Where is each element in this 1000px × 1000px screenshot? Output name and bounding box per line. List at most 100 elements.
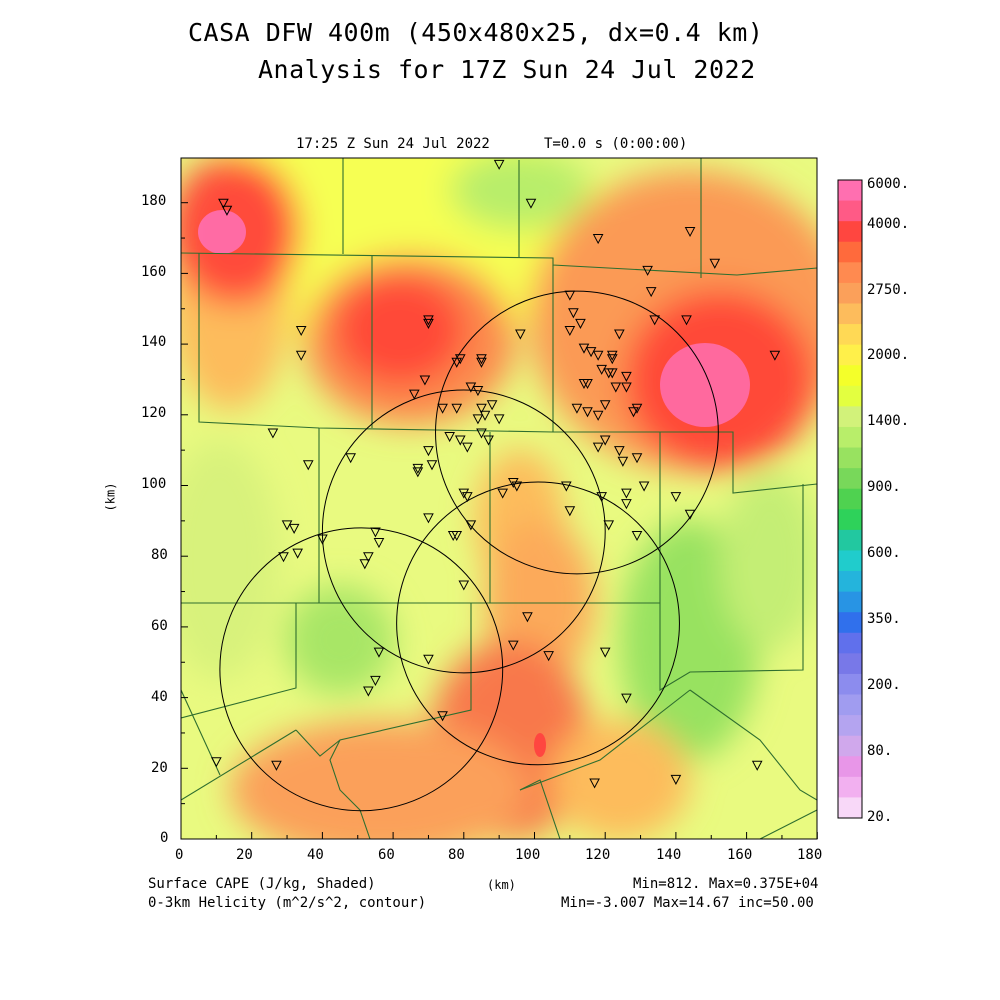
station-marker (476, 354, 487, 365)
x-tick-100: 100 (515, 847, 541, 863)
x-tick-80: 80 (448, 847, 465, 863)
colorbar-segment (838, 324, 862, 346)
station-marker (281, 520, 293, 531)
station-marker (670, 774, 682, 785)
colorbar-segment (838, 673, 862, 696)
station-marker (363, 686, 374, 697)
station-marker (465, 520, 477, 531)
station-marker (451, 403, 463, 414)
station-marker (412, 467, 424, 478)
station-marker (423, 318, 434, 329)
colorbar-label-80: 80. (867, 743, 893, 759)
station-marker (571, 403, 583, 414)
station-marker (426, 460, 438, 471)
colorbar-segment (838, 776, 862, 798)
station-marker (408, 389, 420, 400)
y-tick-0: 0 (160, 830, 169, 846)
station-marker (614, 446, 625, 457)
y-axis-label: (km) (103, 482, 118, 512)
station-marker (483, 435, 494, 446)
station-marker (458, 580, 470, 591)
station-marker (631, 530, 643, 542)
station-marker (292, 548, 303, 559)
shaded-min-max: Min=812. Max=0.375E+04 (633, 876, 819, 892)
station-marker (423, 315, 434, 326)
station-marker (599, 435, 611, 446)
station-marker (564, 290, 576, 301)
station-marker (476, 428, 487, 439)
station-marker (458, 488, 470, 499)
station-marker (507, 640, 519, 651)
station-marker (709, 258, 721, 269)
colorbar-segment (838, 591, 862, 613)
helicity-contour-ring-0 (435, 290, 719, 575)
station-marker (592, 350, 604, 361)
colorbar-label-350: 350. (867, 611, 901, 627)
station-marker (267, 428, 279, 439)
colorbar-segment (838, 385, 862, 407)
station-marker (493, 159, 505, 170)
station-marker (462, 492, 473, 503)
colorbar-segment (838, 756, 862, 778)
station-marker (599, 647, 611, 658)
map-title-line2: Analysis for 17Z Sun 24 Jul 2022 (258, 55, 756, 84)
colorbar-segment (838, 221, 862, 243)
station-marker (288, 523, 300, 534)
station-marker (649, 315, 661, 326)
station-marker (444, 432, 455, 443)
station-marker (515, 329, 526, 340)
station-marker (596, 492, 607, 503)
station-marker (511, 481, 523, 492)
station-marker (373, 647, 385, 658)
station-marker (345, 453, 357, 464)
station-marker (295, 325, 307, 337)
colorbar-label-6000: 6000. (867, 176, 910, 192)
station-marker (373, 538, 385, 549)
colorbar-segment (838, 571, 862, 593)
station-marker (585, 347, 597, 358)
station-marker (218, 198, 229, 209)
station-marker (568, 308, 579, 319)
y-tick-180: 180 (141, 193, 167, 209)
station-marker (370, 527, 381, 538)
station-marker (575, 318, 586, 329)
station-marker (621, 693, 632, 704)
station-marker (370, 675, 381, 686)
station-marker (614, 329, 625, 340)
colorbar-segment (838, 735, 862, 757)
colorbar-segment (838, 303, 862, 325)
contour-min-max: Min=-3.007 Max=14.67 inc=50.00 (561, 895, 814, 911)
map-title-line1: CASA DFW 400m (450x480x25, dx=0.4 km) (188, 18, 764, 47)
y-tick-20: 20 (151, 760, 168, 776)
station-marker (295, 350, 307, 361)
colorbar-segment (838, 200, 862, 222)
colorbar-segment (838, 653, 862, 675)
station-marker (631, 403, 643, 414)
x-tick-60: 60 (378, 847, 395, 863)
station-marker (621, 488, 632, 499)
colorbar-segment (838, 447, 862, 469)
colorbar-label-900: 900. (867, 479, 901, 495)
station-marker (642, 265, 653, 276)
helicity-contour-ring-3 (219, 527, 504, 812)
station-marker (596, 364, 607, 375)
station-marker (462, 442, 473, 453)
station-marker (599, 400, 611, 411)
x-axis-label: (km) (487, 878, 516, 892)
y-tick-60: 60 (151, 618, 168, 634)
x-tick-140: 140 (656, 847, 682, 863)
station-marker (564, 325, 576, 337)
cape-shaded-field (181, 158, 817, 839)
station-marker (606, 368, 618, 379)
station-marker (543, 651, 554, 662)
station-marker (221, 205, 233, 216)
station-marker (751, 760, 763, 771)
x-tick-120: 120 (585, 847, 611, 863)
colorbar-segment (838, 632, 862, 654)
colorbar-label-20: 20. (867, 809, 893, 825)
station-marker (621, 499, 632, 510)
station-marker (610, 382, 622, 393)
colorbar-segment (838, 715, 862, 737)
colorbar-segment (838, 180, 862, 202)
